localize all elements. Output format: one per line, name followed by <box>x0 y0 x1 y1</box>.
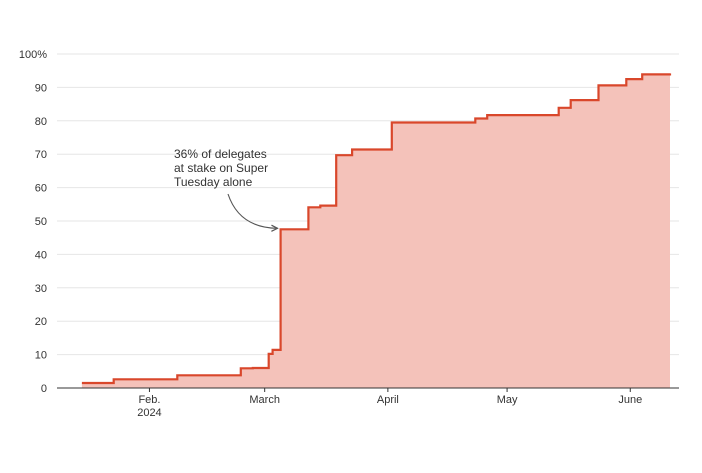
y-tick-label: 0 <box>41 383 47 395</box>
y-tick-label: 60 <box>35 183 47 195</box>
x-tick-label: June <box>618 394 642 406</box>
y-tick-label: 80 <box>35 116 47 128</box>
y-tick-label: 90 <box>35 82 47 94</box>
x-tick-sublabel: 2024 <box>137 407 161 419</box>
x-tick-label: Feb. <box>138 394 160 406</box>
y-tick-label: 10 <box>35 350 47 362</box>
y-tick-label: 50 <box>35 216 47 228</box>
x-tick-label: May <box>497 394 518 406</box>
annotation-text: 36% of delegates <box>174 147 267 161</box>
annotation-arrow <box>228 194 278 228</box>
y-tick-label: 40 <box>35 249 47 261</box>
y-tick-label: 100% <box>19 49 47 61</box>
annotation-text: Tuesday alone <box>174 175 253 189</box>
x-tick-label: March <box>249 394 280 406</box>
y-tick-label: 70 <box>35 149 47 161</box>
y-tick-label: 30 <box>35 283 47 295</box>
y-tick-label: 20 <box>35 316 47 328</box>
annotation-text: at stake on Super <box>174 161 268 175</box>
x-tick-label: April <box>377 394 399 406</box>
